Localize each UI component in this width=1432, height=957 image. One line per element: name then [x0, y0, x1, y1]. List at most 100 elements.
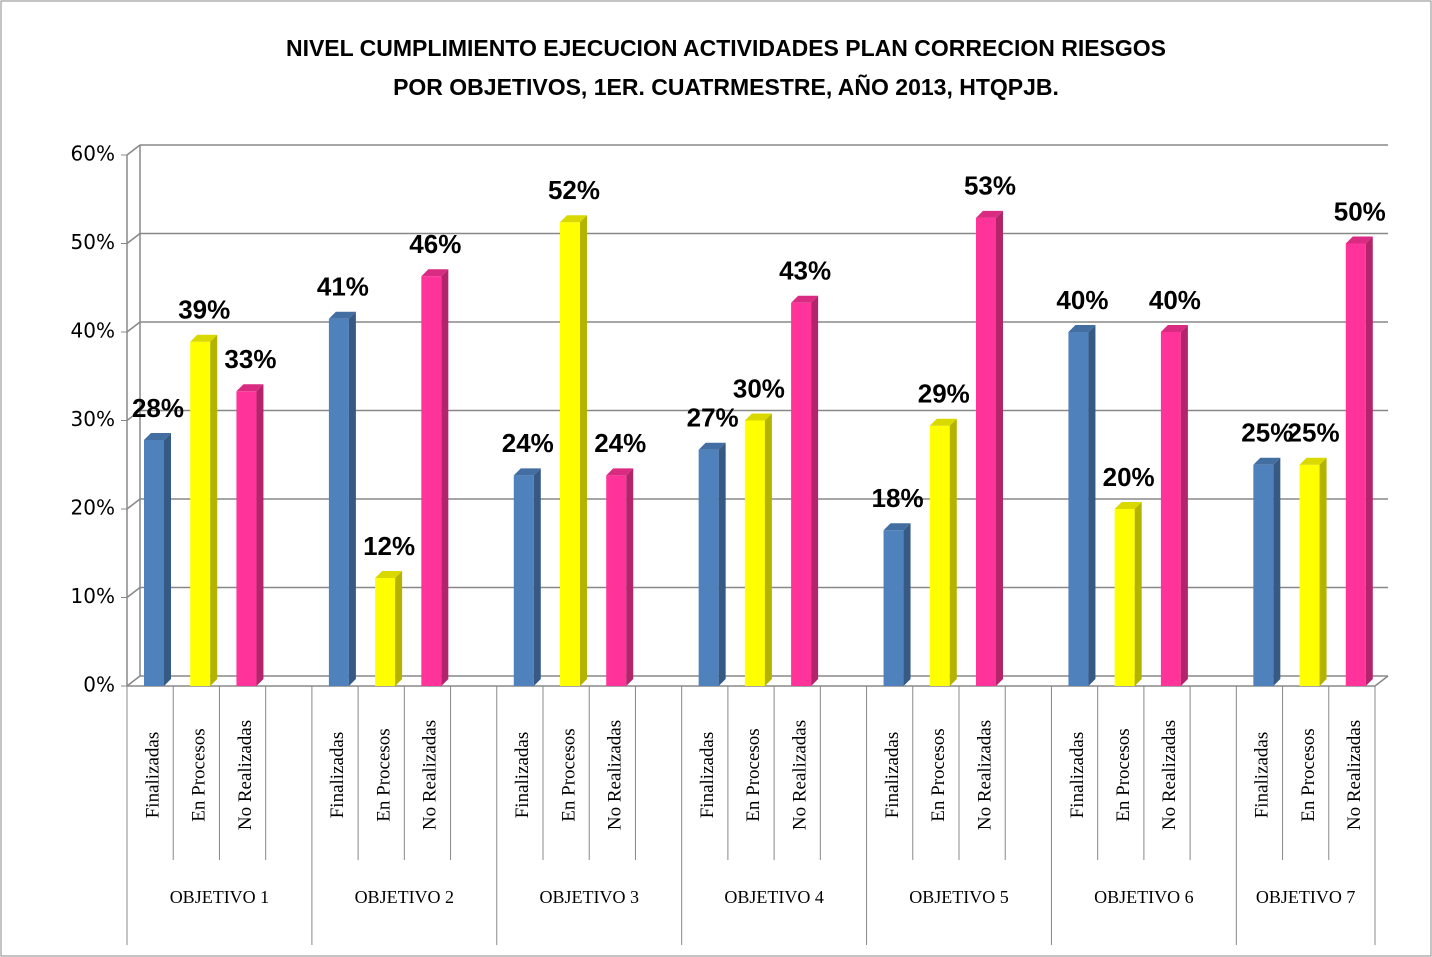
- bar-top: [1114, 502, 1142, 509]
- data-label: 40%: [1149, 285, 1201, 315]
- data-label: 28%: [132, 393, 184, 423]
- x-sub-label: No Realizadas: [420, 720, 441, 830]
- bar-side: [1273, 457, 1281, 686]
- bar: [791, 302, 812, 686]
- bar: [236, 391, 257, 686]
- data-label: 53%: [964, 171, 1016, 201]
- bar-side: [164, 432, 171, 686]
- bar-side: [1134, 502, 1142, 686]
- grid-line: [126, 586, 141, 599]
- bar: [144, 439, 164, 686]
- bar-top: [1253, 457, 1281, 465]
- grid-line: [126, 409, 141, 422]
- bar-top: [190, 334, 218, 342]
- bar: [883, 530, 904, 686]
- x-sub-label: En Procesos: [558, 728, 579, 821]
- bar-side: [811, 295, 819, 686]
- y-tick-label: 40%: [71, 319, 115, 343]
- data-label: 12%: [363, 531, 415, 561]
- bar-top: [513, 468, 541, 476]
- bar-side: [395, 571, 403, 686]
- bar: [513, 475, 534, 686]
- group-label: OBJETIVO 2: [354, 887, 455, 907]
- group-label: OBJETIVO 3: [539, 887, 639, 907]
- group-label: OBJETIVO 7: [1255, 887, 1356, 907]
- bar: [1253, 464, 1274, 686]
- bar-side: [1088, 325, 1096, 686]
- x-sub-label: En Procesos: [743, 728, 764, 821]
- bar-side: [996, 210, 1003, 686]
- bar-top: [929, 418, 957, 426]
- bar-top: [976, 210, 1003, 218]
- bar-top: [560, 215, 587, 223]
- grid-line: [126, 498, 141, 510]
- y-tick-label: 30%: [71, 407, 115, 431]
- bar: [606, 475, 627, 686]
- data-label: 18%: [872, 483, 924, 513]
- bar-top: [1068, 325, 1096, 332]
- group-label: OBJETIVO 5: [909, 887, 1009, 907]
- x-sub-label: Finalizadas: [327, 732, 348, 819]
- x-sub-label: No Realizadas: [605, 720, 626, 830]
- bar-top: [698, 442, 726, 450]
- bar-top: [421, 269, 449, 277]
- data-label: 25%: [1288, 418, 1340, 448]
- grid-line: [126, 144, 141, 156]
- bar-top: [606, 468, 634, 476]
- data-label: 46%: [409, 229, 461, 259]
- x-sub-label: No Realizadas: [789, 720, 810, 830]
- data-label: 52%: [548, 175, 600, 205]
- y-tick-label: 60%: [71, 142, 115, 166]
- y-tick-label: 20%: [71, 496, 115, 520]
- bar-top: [791, 295, 819, 303]
- data-label: 24%: [594, 428, 646, 458]
- bar: [698, 449, 719, 686]
- bar-top: [744, 413, 772, 421]
- x-sub-label: Finalizadas: [1252, 732, 1273, 819]
- grid-line: [126, 232, 141, 245]
- bar: [929, 425, 950, 686]
- bar-side: [210, 334, 218, 686]
- bar-top: [1160, 325, 1188, 332]
- x-sub-label: Finalizadas: [1067, 732, 1088, 819]
- bar: [560, 222, 580, 686]
- x-sub-label: Finalizadas: [882, 732, 903, 819]
- group-label: OBJETIVO 4: [724, 887, 824, 907]
- bar: [976, 217, 996, 686]
- chart-title: POR OBJETIVOS, 1ER. CUATRMESTRE, AÑO 201…: [393, 73, 1059, 100]
- bar-side: [1180, 325, 1188, 686]
- x-sub-label: En Procesos: [928, 728, 949, 821]
- data-label: 30%: [733, 373, 785, 403]
- bar-top: [236, 384, 264, 392]
- data-label: 20%: [1103, 462, 1155, 492]
- bar-side: [718, 442, 726, 686]
- bar: [744, 420, 765, 686]
- y-tick-label: 10%: [71, 584, 115, 608]
- data-label: 41%: [317, 272, 369, 302]
- bar-top: [144, 432, 171, 440]
- bar: [1160, 332, 1181, 686]
- x-sub-label: No Realizadas: [1344, 720, 1365, 830]
- data-label: 50%: [1334, 196, 1386, 226]
- data-label: 43%: [779, 256, 831, 286]
- bar-side: [903, 523, 911, 686]
- bar-top: [883, 523, 911, 531]
- data-label: 39%: [178, 295, 230, 325]
- x-sub-label: En Procesos: [1113, 728, 1134, 821]
- bar-top: [1345, 236, 1373, 244]
- x-sub-label: Finalizadas: [142, 732, 163, 819]
- bar-side: [256, 384, 264, 686]
- bar: [1068, 332, 1089, 686]
- grid-line: [126, 675, 141, 687]
- bar-top: [375, 571, 403, 579]
- bar: [190, 341, 211, 686]
- data-label: 27%: [687, 403, 739, 433]
- bar-side: [764, 413, 772, 686]
- bar-side: [348, 311, 356, 686]
- data-label: 33%: [224, 344, 276, 374]
- data-label: 24%: [502, 428, 554, 458]
- bar: [1114, 509, 1135, 686]
- y-tick-label: 0%: [83, 673, 115, 697]
- bar: [421, 276, 442, 686]
